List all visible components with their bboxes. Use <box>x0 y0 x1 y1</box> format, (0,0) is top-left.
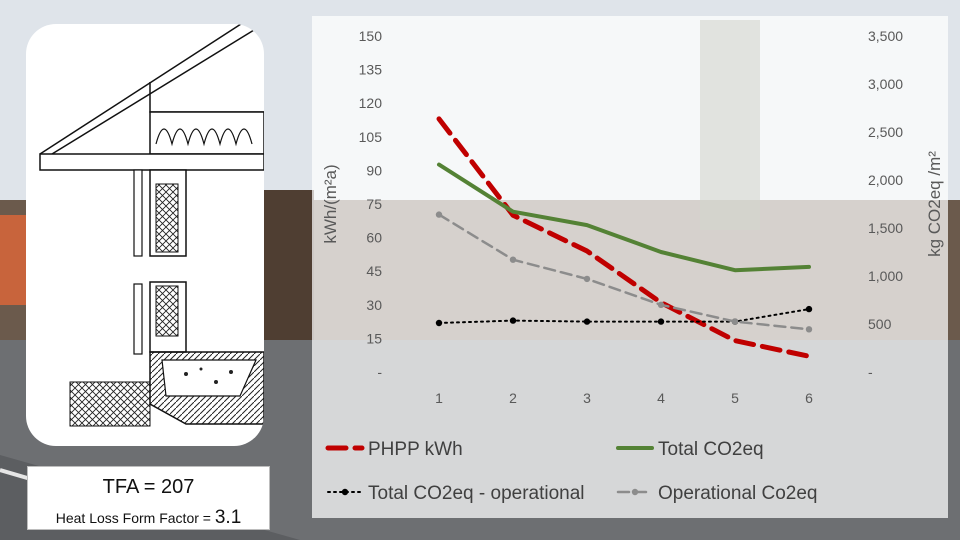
x-tick-label: 5 <box>731 390 739 406</box>
line-chart: -153045607590105120135150-5001,0001,5002… <box>321 28 944 504</box>
x-tick-label: 3 <box>583 390 591 406</box>
right-tick-label: 500 <box>868 316 892 332</box>
series-2-point <box>657 318 665 325</box>
series-line-1 <box>437 162 811 273</box>
left-tick-label: 135 <box>359 62 383 78</box>
right-tick-label: 3,000 <box>868 76 903 92</box>
left-tick-label: 105 <box>359 129 383 145</box>
tfa-label: TFA = 207 <box>102 476 195 498</box>
series-3-point <box>805 326 813 333</box>
legend-label-3: Operational Co2eq <box>658 483 818 504</box>
series-3-point <box>731 318 739 325</box>
x-tick-label: 6 <box>805 390 813 406</box>
right-axis-title: kg CO2eq /m² <box>925 151 944 257</box>
left-tick-label: 90 <box>366 162 382 178</box>
hlff-label: Heat Loss Form Factor = <box>55 510 215 526</box>
right-tick-label: - <box>868 364 873 380</box>
heat-loss-form-factor: Heat Loss Form Factor = 3.1 <box>28 507 269 529</box>
x-tick-label: 2 <box>509 390 517 406</box>
series-line-0 <box>436 116 812 359</box>
series-2-point <box>805 305 813 313</box>
series-line-3 <box>437 213 811 331</box>
left-axis-title: kWh/(m²a) <box>321 164 340 243</box>
left-tick-label: 150 <box>359 28 383 44</box>
chart-panel: -15 30 45 60 75 90 105 120 135 150-500 1,000 1,500 2… <box>312 16 948 518</box>
series-2-point <box>509 317 517 324</box>
right-tick-label: 2,500 <box>868 124 903 140</box>
series-3-point <box>509 256 517 263</box>
legend-marker-3 <box>631 488 639 496</box>
right-tick-label: 2,000 <box>868 172 903 188</box>
series-2-point <box>435 319 443 327</box>
legend-label-0: PHPP kWh <box>368 439 463 460</box>
series-3-point <box>657 301 665 308</box>
right-tick-label: 3,500 <box>868 28 903 44</box>
left-tick-label: 45 <box>366 263 382 279</box>
left-tick-label: 15 <box>366 330 382 346</box>
left-tick-label: 60 <box>366 230 382 246</box>
legend-label-2: Total CO2eq - operational <box>368 483 585 504</box>
left-tick-label: 75 <box>366 196 382 212</box>
right-tick-label: 1,500 <box>868 220 903 236</box>
legend-marker-2 <box>341 488 349 496</box>
series-line-2 <box>438 308 810 324</box>
series-3-point <box>435 211 443 218</box>
wall-section-detail-drawing <box>26 24 264 446</box>
left-tick-label: 120 <box>359 95 383 111</box>
hlff-value: 3.1 <box>214 507 242 528</box>
series-2-point <box>583 318 591 325</box>
legend-label-1: Total CO2eq <box>658 439 764 460</box>
left-tick-label: 30 <box>366 297 382 313</box>
x-tick-label: 4 <box>657 390 665 406</box>
right-tick-label: 1,000 <box>868 268 903 284</box>
left-tick-label: - <box>377 364 382 380</box>
x-tick-label: 1 <box>435 390 443 406</box>
info-box: TFA = 207 Heat Loss Form Factor = 3.1 <box>27 466 270 530</box>
series-3-point <box>583 275 591 283</box>
